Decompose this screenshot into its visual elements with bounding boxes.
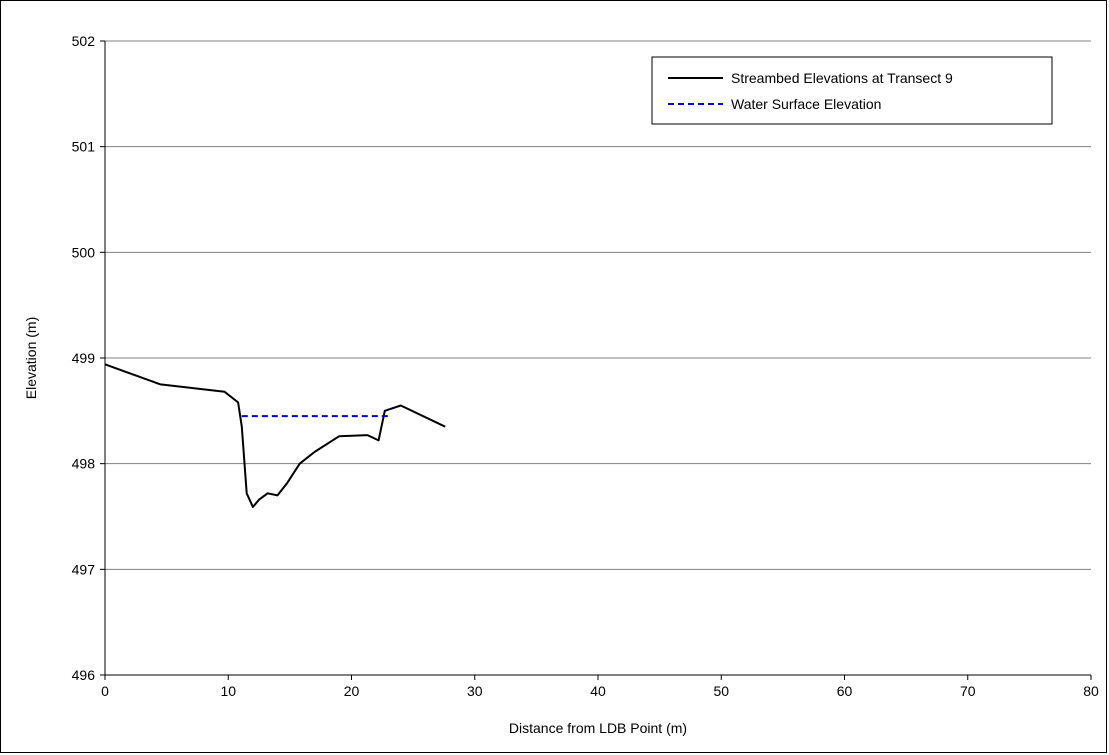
series-group xyxy=(104,363,446,508)
axes: 496 497 498 499 500 501 502 0 10 20 30 40 50 60 70 80 xyxy=(72,33,1099,699)
x-tick-label: 40 xyxy=(590,683,606,699)
legend: Streambed Elevations at Transect 9 Water … xyxy=(651,56,1053,125)
y-tick-label: 502 xyxy=(72,33,96,49)
x-tick-label: 20 xyxy=(344,683,360,699)
y-axis-title: Elevation (m) xyxy=(23,317,39,399)
x-tick-label: 70 xyxy=(960,683,976,699)
x-tick-label: 50 xyxy=(713,683,729,699)
axis-titles: Distance from LDB Point (m) Elevation (m… xyxy=(23,317,687,736)
series-line-0 xyxy=(104,363,446,508)
y-tick-label: 500 xyxy=(72,244,96,260)
y-tick-label: 499 xyxy=(72,350,96,366)
x-tick-label: 60 xyxy=(837,683,853,699)
x-tick-label: 30 xyxy=(467,683,483,699)
x-axis-title: Distance from LDB Point (m) xyxy=(509,720,687,736)
legend-label-1: Water Surface Elevation xyxy=(731,96,881,112)
x-tick-label: 80 xyxy=(1083,683,1099,699)
y-tick-label: 497 xyxy=(72,561,96,577)
y-tick-label: 498 xyxy=(72,456,96,472)
y-tick-label: 501 xyxy=(72,139,96,155)
gridlines xyxy=(105,40,1091,570)
x-tick-label: 10 xyxy=(220,683,236,699)
y-tick-label: 496 xyxy=(72,667,96,683)
legend-box xyxy=(651,56,1053,125)
legend-label-0: Streambed Elevations at Transect 9 xyxy=(731,70,953,86)
x-tick-label: 0 xyxy=(101,683,109,699)
